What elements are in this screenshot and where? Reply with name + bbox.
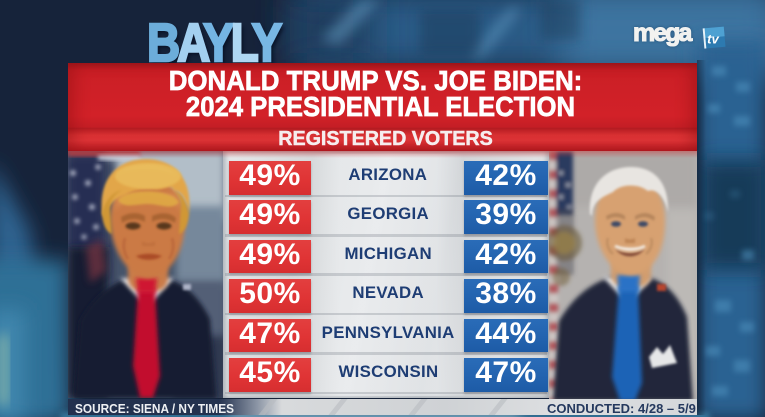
svg-text:tv: tv bbox=[707, 31, 719, 46]
